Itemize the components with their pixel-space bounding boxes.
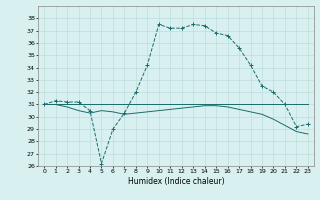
X-axis label: Humidex (Indice chaleur): Humidex (Indice chaleur) [128, 177, 224, 186]
